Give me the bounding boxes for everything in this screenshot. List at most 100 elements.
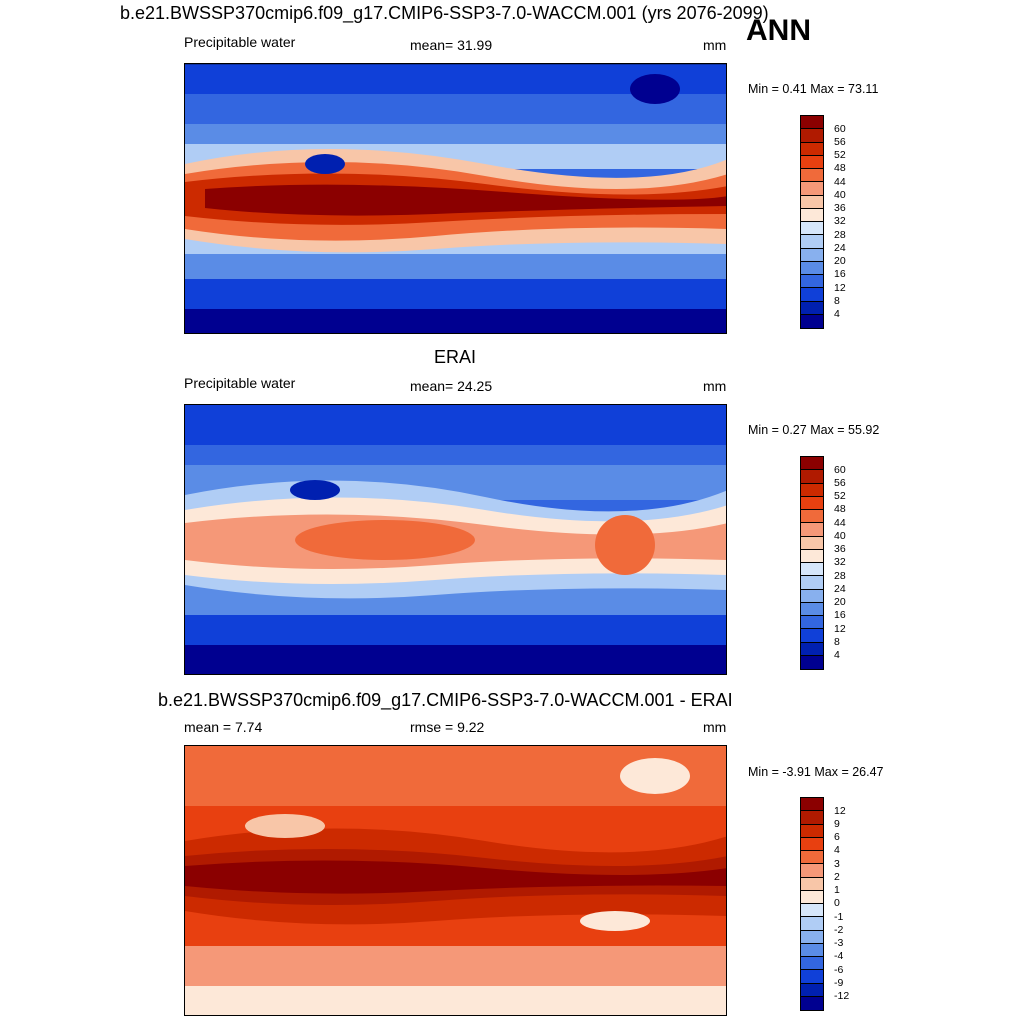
colorbar-label: 28 [834,229,846,241]
colorbar-swatch [801,275,823,289]
panel2-units: mm [703,378,727,394]
panel1-mean: mean= 31.99 [410,37,493,53]
colorbar-label: 48 [834,503,846,515]
panel2-map [184,404,727,675]
colorbar-swatch [801,589,823,603]
panel2-title: ERAI [434,347,477,367]
colorbar-label: -9 [834,977,844,989]
colorbar-swatch [801,996,823,1010]
colorbar-label: 8 [834,295,840,307]
colorbar-label: 28 [834,570,846,582]
colorbar-swatch [801,642,823,656]
colorbar-swatch [801,510,823,524]
colorbar-label: 4 [834,649,840,661]
colorbar-label: 20 [834,596,846,608]
colorbar-label: 44 [834,517,846,529]
colorbar-swatch [801,970,823,984]
colorbar-label: 36 [834,202,846,214]
season-label: ANN [746,14,811,47]
colorbar-swatch [801,943,823,957]
colorbar-swatch [801,837,823,851]
colorbar-label: -1 [834,911,844,923]
panel2-min-max: Min = 0.27 Max = 55.92 [748,423,880,437]
panel1-map [184,63,727,334]
colorbar-swatch [801,983,823,997]
colorbar-swatch [801,655,823,669]
colorbar-swatch [801,930,823,944]
colorbar-swatch [801,288,823,302]
colorbar-swatch [801,457,823,471]
colorbar-swatch [801,261,823,275]
panel3-map [184,745,727,1016]
colorbar-label: 44 [834,176,846,188]
colorbar-swatch [801,496,823,510]
colorbar-swatch [801,851,823,865]
colorbar-label: 20 [834,255,846,267]
colorbar-label: 40 [834,189,846,201]
colorbar-swatch [801,235,823,249]
colorbar-label: 8 [834,636,840,648]
colorbar-swatch [801,208,823,222]
panel1-colorbar [800,115,824,329]
panel1-min-max: Min = 0.41 Max = 73.11 [748,82,879,96]
colorbar-label: 52 [834,490,846,502]
colorbar-label: 3 [834,858,840,870]
colorbar-label: -3 [834,937,844,949]
panel3-min-max: Min = -3.91 Max = 26.47 [748,765,884,779]
panel2-variable: Precipitable water [184,375,296,391]
colorbar-swatch [801,629,823,643]
colorbar-swatch [801,904,823,918]
panel2-mean: mean= 24.25 [410,378,493,394]
colorbar-swatch [801,248,823,262]
panel3-mean: mean = 7.74 [184,719,263,735]
colorbar-label: 12 [834,282,846,294]
colorbar-label: 12 [834,623,846,635]
colorbar-swatch [801,864,823,878]
panel1-units: mm [703,37,727,53]
colorbar-label: -4 [834,950,844,962]
colorbar-label: 36 [834,543,846,555]
colorbar-label: 52 [834,149,846,161]
colorbar-swatch [801,169,823,183]
colorbar-swatch [801,576,823,590]
panel3-units: mm [703,719,727,735]
case-title: b.e21.BWSSP370cmip6.f09_g17.CMIP6-SSP3-7… [120,3,769,23]
panel1-variable: Precipitable water [184,34,296,50]
colorbar-label: 0 [834,897,840,909]
colorbar-swatch [801,536,823,550]
colorbar-label: 6 [834,831,840,843]
colorbar-label: 9 [834,818,840,830]
colorbar-swatch [801,195,823,209]
colorbar-label: 16 [834,268,846,280]
colorbar-label: 24 [834,583,846,595]
colorbar-swatch [801,824,823,838]
colorbar-swatch [801,602,823,616]
colorbar-label: -12 [834,990,850,1002]
colorbar-swatch [801,549,823,563]
colorbar-label: 4 [834,308,840,320]
panel2-colorbar [800,456,824,670]
colorbar-swatch [801,917,823,931]
panel3-title: b.e21.BWSSP370cmip6.f09_g17.CMIP6-SSP3-7… [158,690,733,710]
colorbar-swatch [801,616,823,630]
colorbar-swatch [801,523,823,537]
colorbar-label: 24 [834,242,846,254]
colorbar-swatch [801,155,823,169]
colorbar-label: 40 [834,530,846,542]
colorbar-label: 4 [834,844,840,856]
colorbar-label: 56 [834,477,846,489]
colorbar-label: 60 [834,464,846,476]
colorbar-swatch [801,563,823,577]
colorbar-swatch [801,129,823,143]
colorbar-swatch [801,182,823,196]
colorbar-label: 56 [834,136,846,148]
colorbar-swatch [801,798,823,812]
colorbar-swatch [801,470,823,484]
colorbar-label: 60 [834,123,846,135]
colorbar-label: 2 [834,871,840,883]
colorbar-swatch [801,142,823,156]
colorbar-swatch [801,314,823,328]
colorbar-swatch [801,957,823,971]
colorbar-label: 48 [834,162,846,174]
panel3-rmse: rmse = 9.22 [410,719,485,735]
